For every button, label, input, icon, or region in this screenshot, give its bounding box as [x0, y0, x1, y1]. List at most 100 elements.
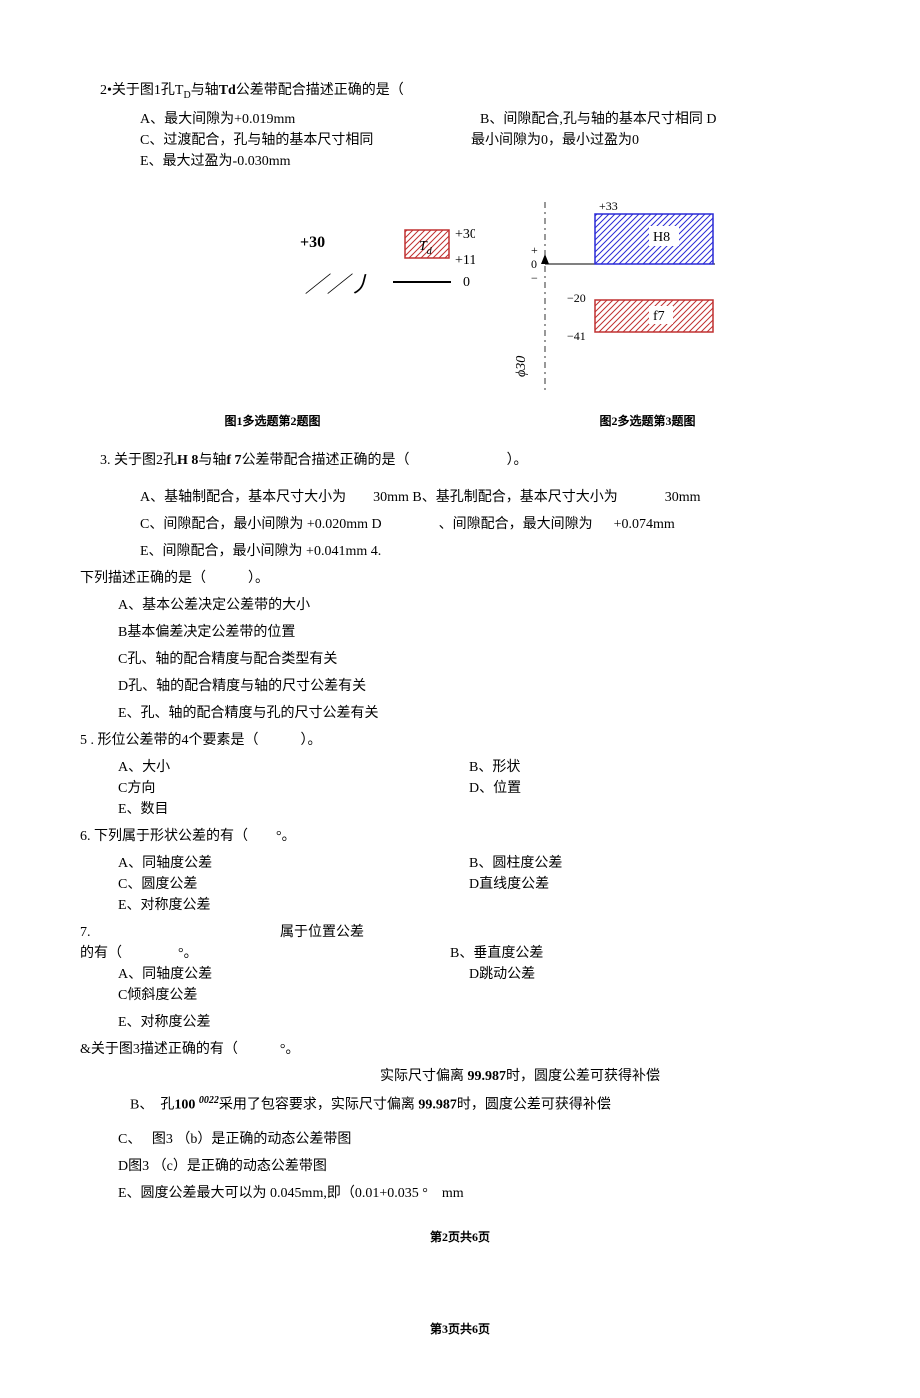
q5-a: A、大小	[118, 757, 469, 778]
fig2-phi30: ϕ30	[514, 356, 529, 377]
fig2-plus: +	[531, 243, 538, 257]
q4-a: A、基本公差决定公差带的大小	[100, 595, 820, 616]
footer-1: 第2页共6页	[100, 1228, 820, 1246]
q2-stem-tail: 公差带配合描述正确的是（	[236, 83, 404, 98]
q3-f: ）。	[507, 453, 528, 468]
q8-c: C、 图3 （b）是正确的动态公差带图	[100, 1129, 820, 1150]
q3-b: H 8	[177, 453, 198, 468]
q7-a: A、同轴度公差	[118, 964, 469, 985]
q7-e: E、对称度公差	[100, 1012, 820, 1033]
q3-optE: E、间隙配合，最小间隙为 +0.041mm 4.	[100, 541, 820, 562]
q3-c: 与轴	[198, 453, 226, 468]
q3-optD-tail: 、间隙配合，最大间隙为	[439, 517, 593, 532]
q6-d: D直线度公差	[469, 874, 820, 895]
q3-d: f 7	[226, 453, 241, 468]
q6-b: B、圆柱度公差	[469, 853, 820, 874]
q6-row1: A、同轴度公差 B、圆柱度公差	[100, 853, 820, 874]
q8-b-sup: 0022	[199, 1095, 219, 1106]
q2-stem-sub: D	[183, 90, 190, 101]
q2-row2: C、过渡配合，孔与轴的基本尺寸相同 最小间隙为0，最小过盈为0	[100, 130, 820, 151]
q5-e: E、数目	[100, 799, 820, 820]
q8-e: E、圆度公差最大可以为 0.045mm,即（0.01+0.035 ° mm	[100, 1183, 820, 1204]
fig2-svg: H8 +33 + 0 − f7 −20 −41 ϕ30	[505, 192, 745, 402]
figures-row: +30 Td +30 +11 0 ／／丿	[100, 192, 820, 402]
q7-row1: 的有（ °。 B、垂直度公差	[80, 943, 820, 964]
q5-b: B、形状	[469, 757, 820, 778]
q6-a: A、同轴度公差	[118, 853, 469, 874]
q2-stem-a: 2•关于图1孔T	[100, 83, 183, 98]
fig2-neg20: −20	[567, 291, 586, 305]
caption-fig1: 图1多选题第2题图	[100, 412, 445, 430]
fig2-neg41: −41	[567, 329, 586, 343]
q6-c: C、圆度公差	[118, 874, 469, 895]
q8-a-tail2: 时，圆度公差可获得补偿	[506, 1069, 660, 1084]
q8-b-d: 99.987	[418, 1097, 457, 1112]
fig2-minus: −	[531, 271, 538, 285]
q2-stem: 2•关于图1孔TD与轴Td公差带配合描述正确的是（	[100, 80, 820, 103]
q3-optD-val: +0.074mm	[614, 517, 675, 532]
q4-e: E、孔、轴的配合精度与孔的尺寸公差有关	[100, 703, 820, 724]
q5-c: C方向	[118, 778, 469, 799]
q7-tail: 的有（ °。	[80, 943, 450, 964]
caption-fig2: 图2多选题第3题图	[475, 412, 820, 430]
q3-row1: A、基轴制配合，基本尺寸大小为 30mm B、基孔制配合，基本尺寸大小为 30m…	[100, 487, 820, 508]
q3-optA-tail2: 30mm	[665, 490, 701, 505]
q2-row1: A、最大间隙为+0.019mm B、间隙配合,孔与轴的基本尺寸相同 D	[100, 109, 820, 130]
q8-a-tail: 实际尺寸偏离	[380, 1069, 468, 1084]
q5-d: D、位置	[469, 778, 820, 799]
fig1-zero: 0	[463, 275, 470, 290]
q2-d: 最小间隙为0，最小过盈为0	[471, 130, 820, 151]
fig1-plus11: +11	[455, 253, 475, 268]
q2-e: E、最大过盈为-0.030mm	[100, 151, 820, 172]
q3-stem: 3. 关于图2孔H 8与轴f 7公差带配合描述正确的是（ ）。	[100, 450, 820, 471]
q2-stem-td: Td	[219, 83, 236, 98]
q7-row0: 7. 属于位置公差	[80, 922, 820, 943]
q4-d: D孔、轴的配合精度与轴的尺寸公差有关	[100, 676, 820, 697]
q4-b: B基本偏差决定公差带的位置	[100, 622, 820, 643]
q7-d: D跳动公差	[469, 964, 820, 985]
q8-stem: &关于图3描述正确的有（ °。	[80, 1039, 820, 1060]
caption-row: 图1多选题第2题图 图2多选题第3题图	[100, 412, 820, 430]
q6-row2: C、圆度公差 D直线度公差	[100, 874, 820, 895]
q7-c: C倾斜度公差	[100, 985, 820, 1006]
q2-c: C、过渡配合，孔与轴的基本尺寸相同	[140, 130, 489, 151]
fig1: +30 Td +30 +11 0 ／／丿	[175, 192, 475, 402]
fig1-svg: +30 Td +30 +11 0 ／／丿	[175, 192, 475, 362]
q8-b: B、 孔100 0022采用了包容要求，实际尺寸偏离 99.987时，圆度公差可…	[100, 1093, 820, 1116]
fig1-plus30-left: +30	[300, 234, 325, 251]
q2-b: B、间隙配合,孔与轴的基本尺寸相同 D	[480, 109, 820, 130]
fig2: H8 +33 + 0 − f7 −20 −41 ϕ30	[505, 192, 745, 402]
fig2-f7-label: f7	[653, 309, 665, 324]
q2-a: A、最大间隙为+0.019mm	[140, 109, 480, 130]
q8-a-val: 99.987	[468, 1069, 507, 1084]
q8-d: D图3 （c）是正确的动态公差带图	[100, 1156, 820, 1177]
q2-stem-mid: 与轴	[191, 83, 219, 98]
q7-mid: 属于位置公差	[280, 922, 820, 943]
q8-b-a: B、 孔	[130, 1097, 174, 1112]
q3-optA-tail: 30mm B、基孔制配合，基本尺寸大小为	[373, 490, 618, 505]
q6-e: E、对称度公差	[100, 895, 820, 916]
q3-a: 3. 关于图2孔	[100, 453, 177, 468]
fig2-h8-label: H8	[653, 230, 670, 245]
q8-a: 实际尺寸偏离 99.987时，圆度公差可获得补偿	[100, 1066, 820, 1087]
q5-stem: 5 . 形位公差带的4个要素是（ ）。	[80, 730, 820, 751]
q3-e: 公差带配合描述正确的是（	[242, 453, 410, 468]
fig2-zero: 0	[531, 257, 537, 271]
fig2-arrow	[541, 254, 549, 264]
q6-stem: 6. 下列属于形状公差的有（ °。	[80, 826, 820, 847]
q4-c: C孔、轴的配合精度与配合类型有关	[100, 649, 820, 670]
q8-b-c: 采用了包容要求，实际尺寸偏离	[219, 1097, 419, 1112]
q5-row2: C方向 D、位置	[100, 778, 820, 799]
q5-row1: A、大小 B、形状	[100, 757, 820, 778]
q8-b-e: 时，圆度公差可获得补偿	[457, 1097, 611, 1112]
footer-2: 第3页共6页	[100, 1320, 820, 1338]
q3-optC: C、间隙配合，最小间隙为 +0.020mm D	[140, 517, 382, 532]
q8-b-b: 100	[174, 1097, 199, 1112]
q7-num: 7.	[80, 922, 280, 943]
q4-stem: 下列描述正确的是（ ）。	[80, 568, 820, 589]
q3-optA: A、基轴制配合，基本尺寸大小为	[140, 490, 346, 505]
q7-row2: A、同轴度公差 D跳动公差	[100, 964, 820, 985]
fig2-plus33: +33	[599, 199, 618, 213]
q7-b: B、垂直度公差	[450, 943, 820, 964]
q3-row2: C、间隙配合，最小间隙为 +0.020mm D 、间隙配合，最大间隙为 +0.0…	[100, 514, 820, 535]
